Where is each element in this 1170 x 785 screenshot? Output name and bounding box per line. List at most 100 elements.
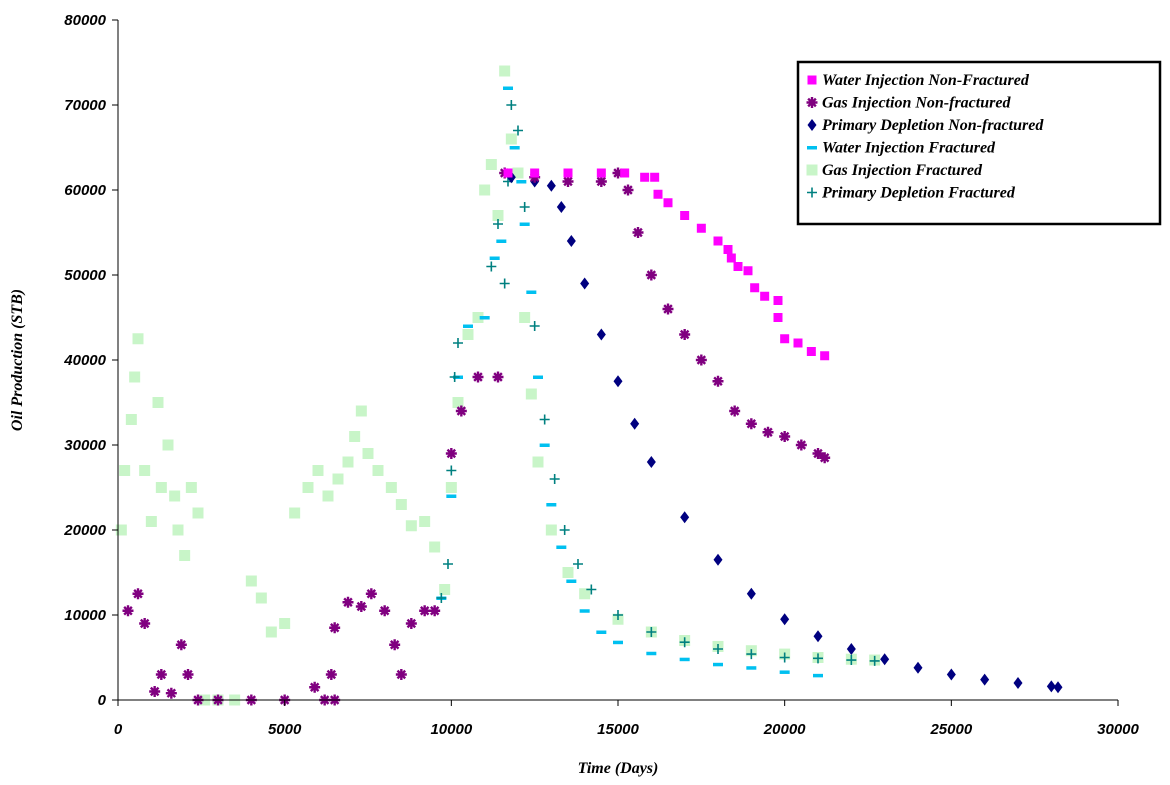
data-point [429,605,441,617]
data-point [712,375,724,387]
data-point [486,261,497,272]
data-point [265,626,277,638]
data-point [793,338,803,348]
data-point [573,559,583,569]
legend-label: Water Injection Non-Fractured [822,72,1030,89]
data-point [462,329,474,340]
legend-box [796,60,1162,226]
data-point [713,644,723,654]
data-point [695,354,707,366]
data-point [596,630,607,634]
data-point [596,168,606,178]
data-point [869,655,880,666]
data-point [155,482,167,493]
legend-label: Primary Depletion Fractured [821,185,1016,202]
data-point [613,610,623,620]
x-tick-label: 15000 [597,721,639,738]
legend-label: Gas Injection Non-fractured [822,95,1011,112]
data-point [780,334,790,344]
data-point [556,545,567,549]
data-point [650,172,660,182]
data-point [255,592,267,604]
data-point [355,405,367,417]
data-point [139,618,151,629]
data-point [813,653,823,664]
data-point [613,640,623,645]
data-point [562,567,574,578]
data-point [452,397,464,408]
data-point [443,559,453,569]
data-point [723,245,733,254]
data-point [620,168,630,178]
data-point [446,494,457,498]
series-4 [115,65,881,706]
data-point [245,575,257,587]
data-point [612,167,624,179]
y-tick-label: 20000 [63,522,106,539]
data-point [312,465,324,476]
data-point [746,649,757,660]
data-point [509,146,520,150]
data-point [419,516,431,527]
data-point [579,609,590,613]
data-point [175,639,187,651]
data-point [596,328,606,341]
data-point [365,588,377,600]
data-point [385,482,397,493]
data-point [549,474,560,484]
data-point [773,313,783,322]
data-point [779,431,791,442]
data-point [760,291,770,301]
data-point [726,253,736,263]
data-point [645,269,657,281]
legend-marker [807,146,817,150]
data-point [479,184,491,196]
legend-marker [807,119,817,131]
data-point [179,550,191,561]
data-point [566,235,576,247]
data-point [115,524,127,536]
data-point [622,184,634,196]
data-point [279,618,291,629]
data-point [192,507,204,519]
data-point [372,465,384,476]
data-point [662,303,674,315]
data-point [485,159,497,170]
data-point [780,613,790,626]
data-point [389,639,401,651]
data-point [539,414,550,425]
data-point [713,662,723,667]
data-point [563,168,573,178]
legend-label: Gas Injection Fractured [822,162,983,179]
series-3 [436,86,823,678]
x-tick-label: 30000 [1097,721,1139,738]
data-point [129,371,141,383]
data-point [132,588,144,600]
data-point [505,133,517,145]
data-point [750,283,760,293]
data-point [436,593,447,603]
data-point [342,456,354,468]
legend-marker [807,75,817,85]
data-point [463,324,473,328]
x-tick-label: 0 [114,721,123,738]
data-point [489,256,500,260]
data-point [185,482,197,493]
y-tick-label: 70000 [64,97,106,114]
data-point [546,179,556,192]
data-point [132,333,144,345]
data-point [946,668,956,681]
data-point [559,525,570,535]
data-point [429,541,441,553]
data-point [579,588,591,600]
x-tick-label: 25000 [929,721,972,738]
data-point [525,388,537,400]
data-point [289,507,301,519]
data-point [743,266,753,276]
data-point [779,652,790,663]
data-point [149,686,161,697]
data-point [812,448,824,459]
data-point [395,499,407,510]
data-point [530,168,540,178]
y-tick-label: 0 [98,692,107,709]
